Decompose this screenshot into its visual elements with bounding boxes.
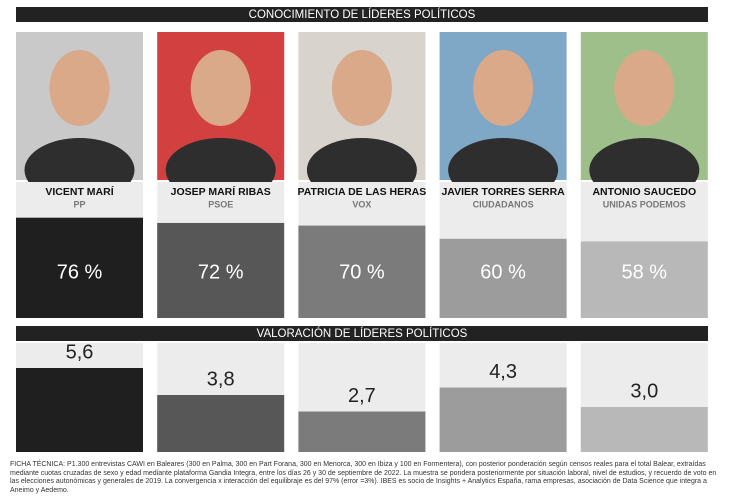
bar [580, 241, 708, 318]
bar [439, 387, 567, 452]
photo-head [614, 50, 675, 126]
value-label: 70 % [339, 261, 385, 283]
candidate-name: JAVIER TORRES SERRA [441, 186, 565, 198]
photo-head [473, 50, 534, 126]
title-bar [16, 7, 708, 22]
title-bar [16, 326, 708, 341]
photo-head [190, 50, 251, 126]
value-label: 60 % [480, 261, 526, 283]
photo-head [331, 50, 392, 126]
candidate-name: ANTONIO SAUCEDO [592, 186, 696, 198]
party-name: CIUDADANOS [473, 199, 534, 209]
party-name: PSOE [208, 199, 233, 209]
bar [16, 217, 143, 318]
photo-head [49, 50, 110, 126]
party-name: UNIDAS PODEMOS [603, 199, 686, 209]
bar [157, 222, 285, 318]
chart-title: CONOCIMIENTO DE LÍDERES POLÍTICOS [249, 8, 476, 21]
bar [580, 407, 708, 452]
value-label: 2,7 [348, 385, 376, 407]
footnote: FICHA TÉCNICA: P1.300 entrevistas CAWI e… [10, 461, 717, 494]
bar [298, 411, 426, 452]
chart-title: VALORACIÓN DE LÍDERES POLÍTICOS [257, 327, 468, 340]
bar [439, 238, 567, 318]
candidate-name: JOSEP MARÍ RIBAS [171, 185, 271, 198]
party-name: VOX [352, 199, 371, 209]
candidate-name: PATRICIA DE LAS HERAS [298, 186, 427, 198]
bar [157, 395, 285, 452]
value-label: 72 % [198, 261, 244, 283]
value-label: 76 % [57, 261, 103, 283]
value-label: 3,0 [630, 380, 658, 402]
bar [16, 368, 143, 452]
value-label: 4,3 [489, 361, 517, 383]
bar [298, 225, 426, 318]
candidate-name: VICENT MARÍ [45, 185, 114, 198]
value-label: 5,6 [66, 341, 94, 363]
chart: CONOCIMIENTO DE LÍDERES POLÍTICOS VICENT … [16, 7, 708, 452]
value-label: 3,8 [207, 368, 235, 390]
party-name: PP [73, 199, 85, 209]
value-label: 58 % [622, 261, 668, 283]
